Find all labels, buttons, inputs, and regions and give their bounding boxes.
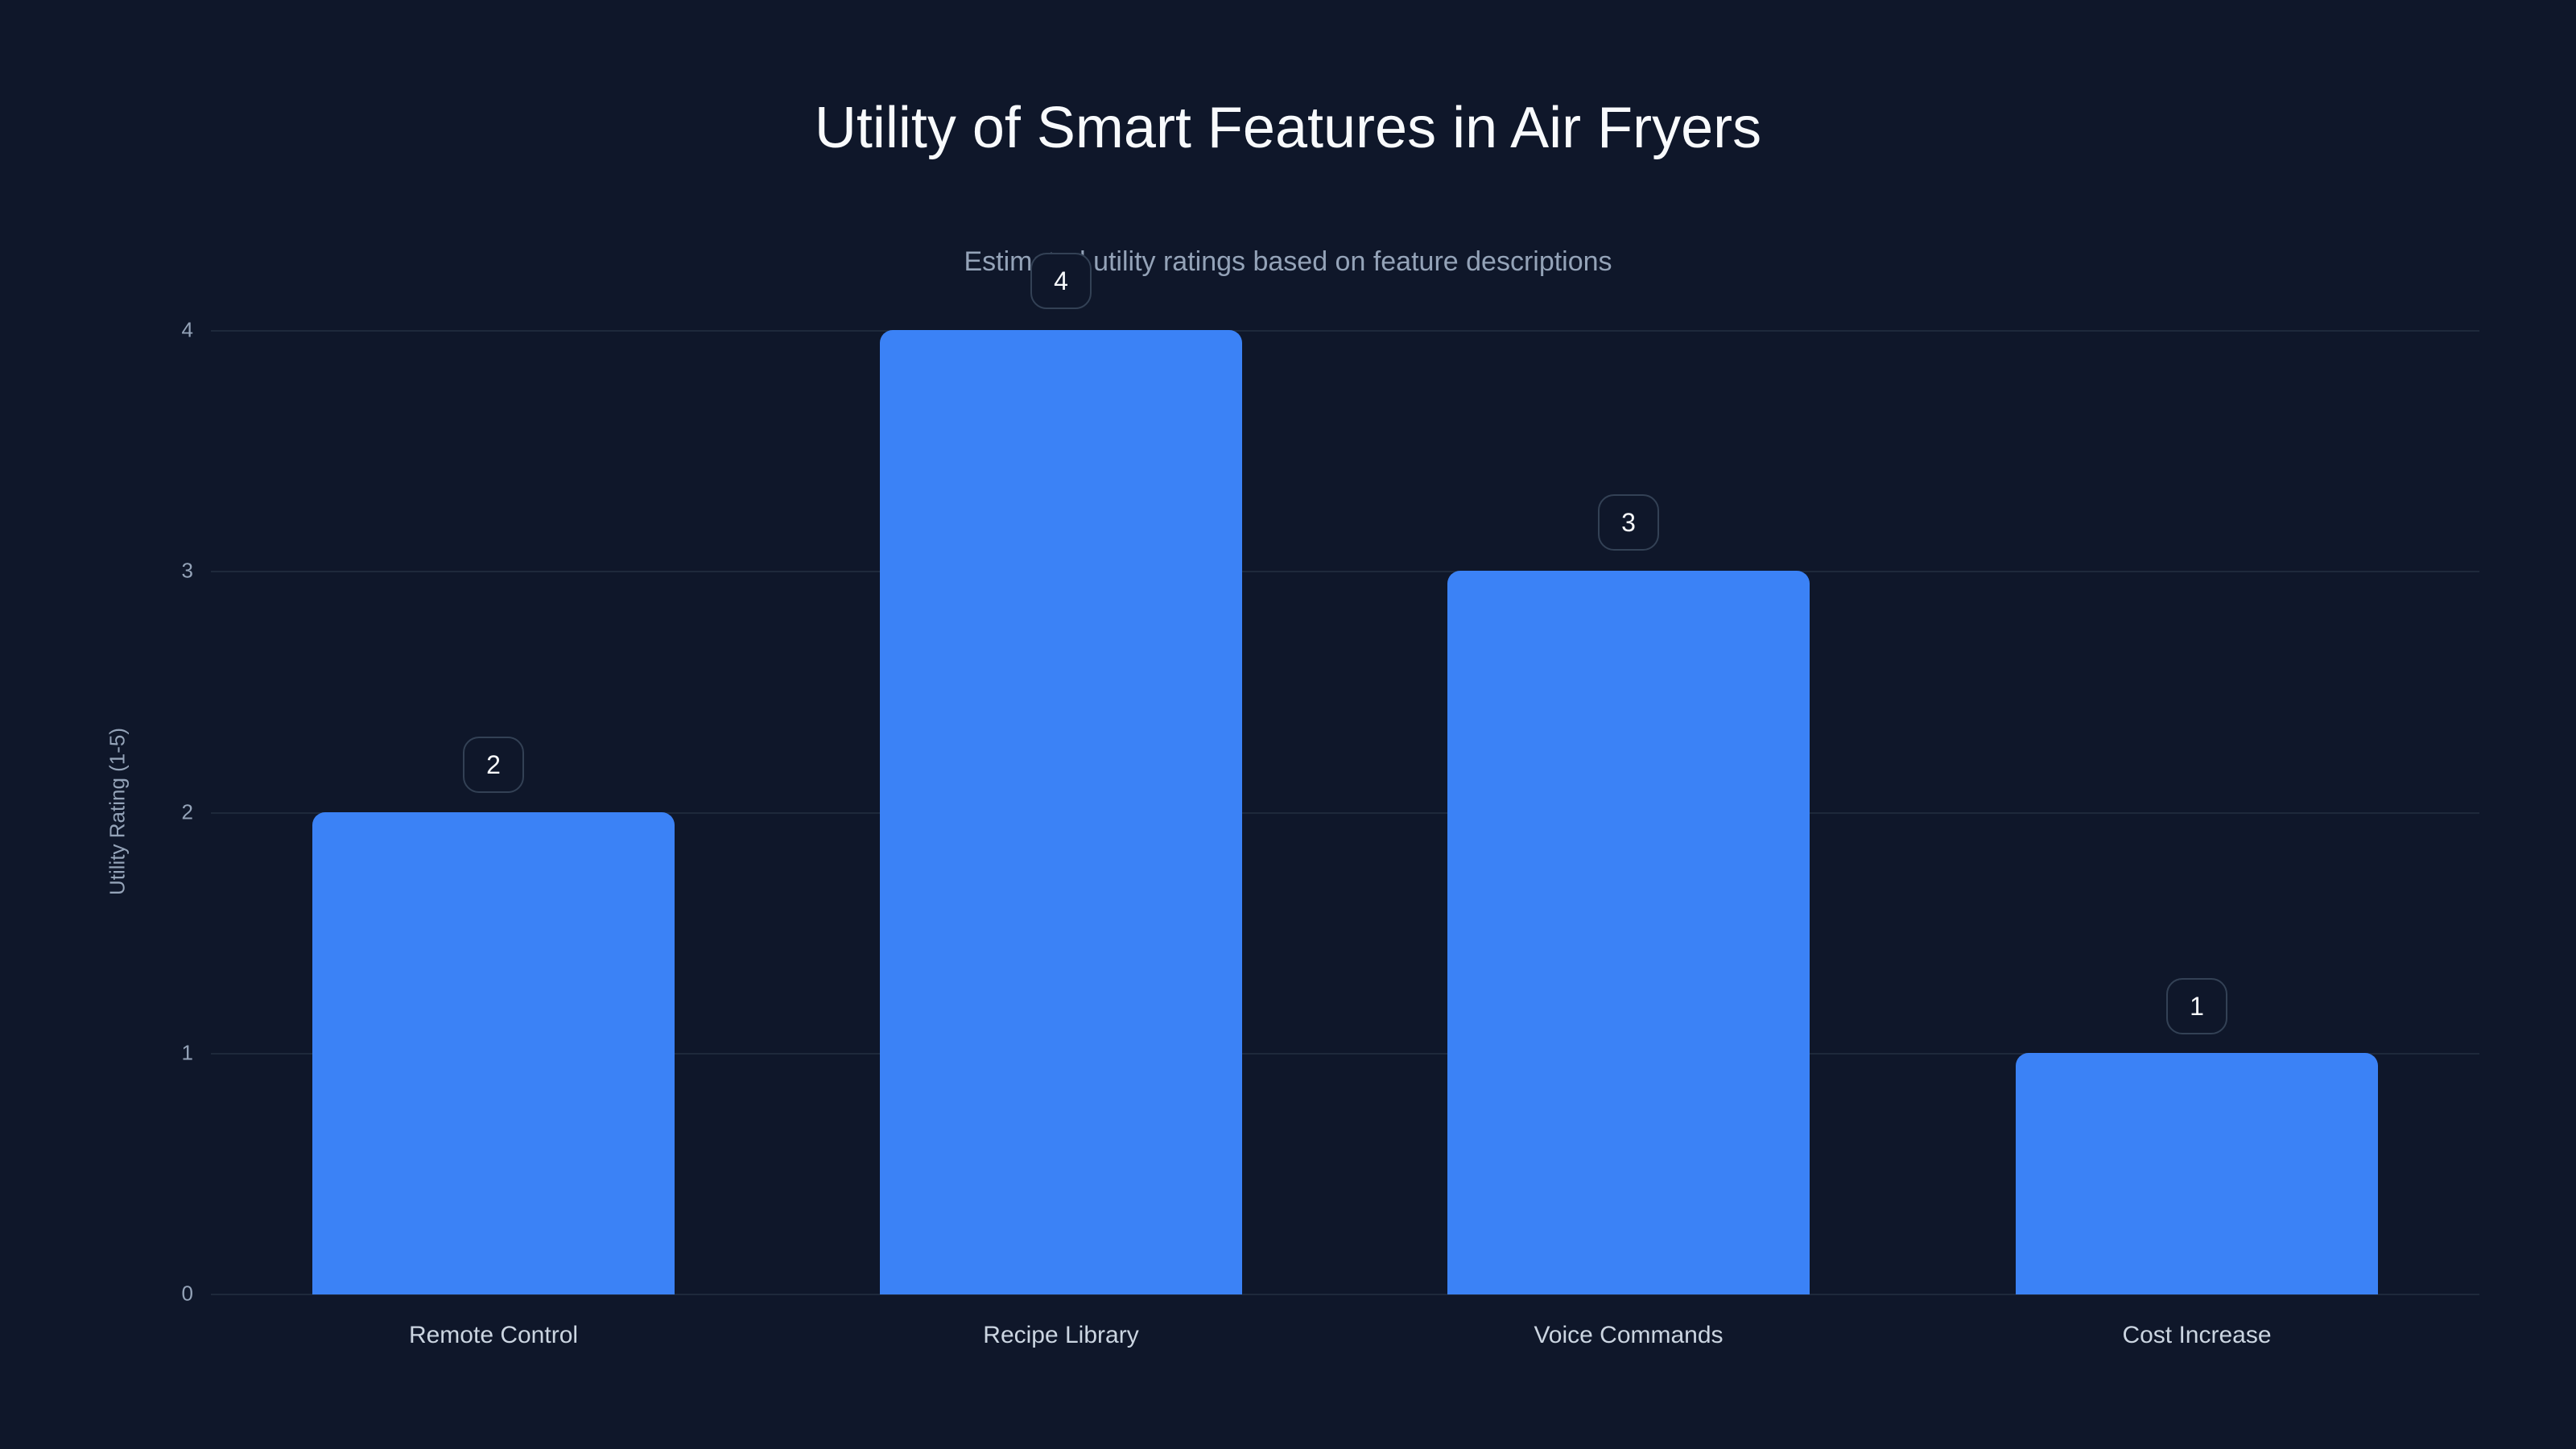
gridline-3 [211, 571, 2479, 572]
data-label-recipe-library: 4 [1030, 253, 1092, 309]
bar-voice-commands[interactable] [1447, 571, 1810, 1294]
y-tick-3: 3 [181, 558, 193, 583]
data-label-remote-control: 2 [463, 737, 524, 793]
plot-area: 4 3 2 1 0 2 4 3 1 [182, 253, 2479, 1306]
bar-recipe-library[interactable] [880, 330, 1242, 1294]
gridline-4 [211, 330, 2479, 332]
y-tick-1: 1 [181, 1040, 193, 1065]
gridline-1 [211, 1053, 2479, 1055]
x-tick-cost-increase: Cost Increase [2122, 1322, 2272, 1348]
y-tick-2: 2 [181, 799, 193, 824]
y-axis-label: Utility Rating (1-5) [105, 727, 130, 896]
chart-subtitle: Estimated utility ratings based on featu… [964, 246, 1612, 277]
y-tick-4: 4 [181, 317, 193, 342]
gridline-0 [211, 1294, 2479, 1295]
x-tick-voice-commands: Voice Commands [1534, 1322, 1724, 1348]
gridline-2 [211, 812, 2479, 814]
bar-remote-control[interactable] [312, 812, 675, 1294]
data-label-cost-increase: 1 [2166, 978, 2227, 1034]
bar-cost-increase[interactable] [2016, 1053, 2378, 1294]
y-tick-0: 0 [181, 1281, 193, 1306]
x-tick-remote-control: Remote Control [408, 1322, 579, 1348]
chart-title: Utility of Smart Features in Air Fryers [814, 96, 1762, 160]
data-label-voice-commands: 3 [1598, 494, 1659, 551]
x-tick-recipe-library: Recipe Library [983, 1322, 1139, 1348]
